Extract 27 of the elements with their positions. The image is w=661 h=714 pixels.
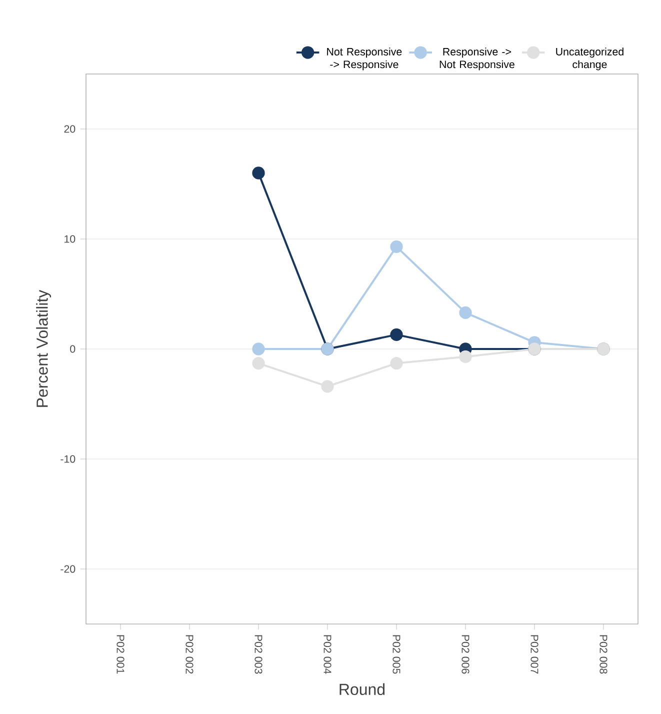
legend-label: Uncategorized change (556, 48, 624, 70)
point (390, 240, 403, 254)
legend-label: Responsive -> Not Responsive (440, 48, 514, 70)
x-tick-label: P02 007 (530, 635, 538, 674)
x-tick-label: P02 002 (186, 635, 194, 674)
point (459, 306, 472, 320)
x-tick-label: P02 006 (462, 635, 470, 674)
y-tick-label: 20 (64, 125, 76, 133)
y-tick-label: -10 (60, 455, 76, 463)
x-axis-title: Round (340, 683, 385, 696)
y-axis-title: Percent Volatility (36, 290, 52, 407)
y-tick-label: 0 (70, 345, 76, 353)
point (252, 356, 265, 370)
point (390, 356, 403, 370)
x-tick-label: P02 003 (254, 635, 262, 674)
y-tick-label: -20 (60, 565, 76, 573)
point (390, 328, 403, 342)
x-tick-label: P02 008 (600, 635, 608, 674)
x-tick-label: P02 005 (392, 635, 400, 674)
point (252, 166, 265, 180)
y-tick-label: 10 (64, 235, 76, 243)
point (252, 342, 265, 356)
legend-label: Not Responsive -> Responsive (327, 48, 402, 70)
x-tick-label: P02 004 (324, 635, 332, 674)
point (459, 350, 472, 364)
point (321, 380, 334, 393)
x-tick-label: P02 001 (116, 635, 124, 674)
